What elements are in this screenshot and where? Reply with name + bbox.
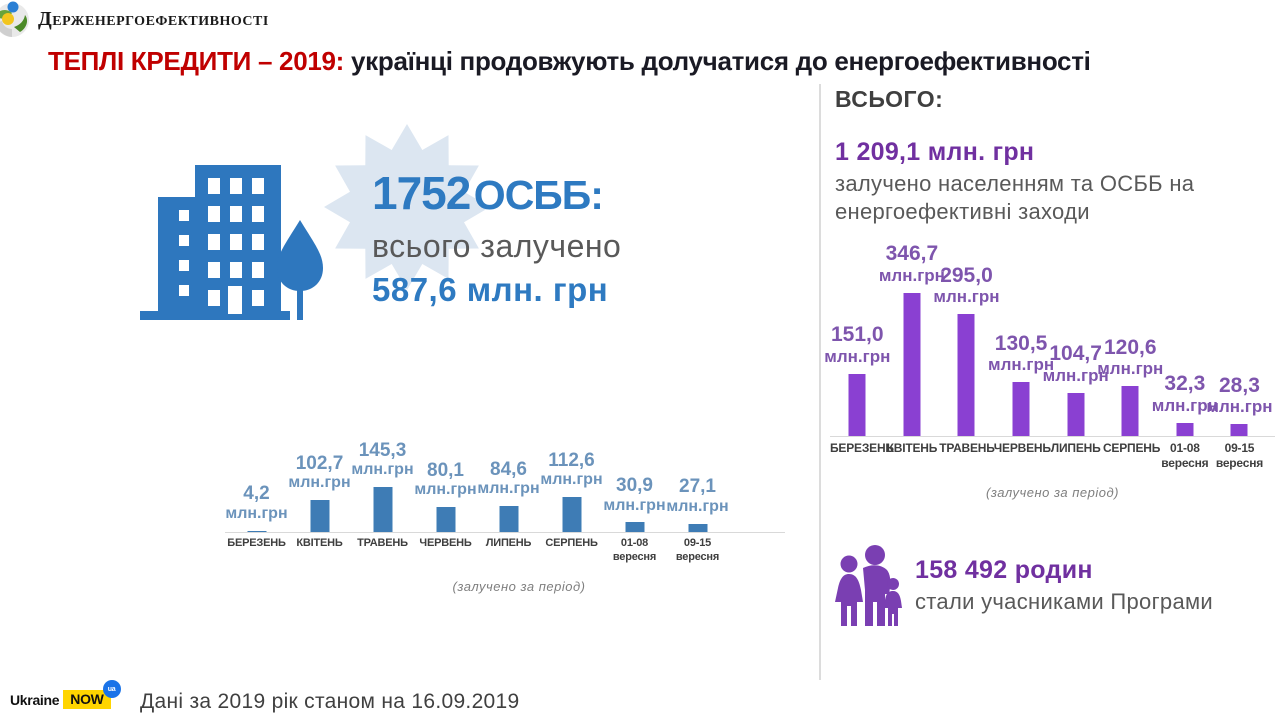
osbb-chart-axis: БЕРЕЗЕНЬ КВІТЕНЬ ТРАВЕНЬ ЧЕРВЕНЬ ЛИПЕНЬ СЕРПЕ… (225, 537, 785, 565)
ukraine-now-badge: NOW ua (63, 680, 121, 709)
osbb-count: 1752 (372, 167, 471, 219)
page-title: ТЕПЛІ КРЕДИТИ – 2019: українці продовжую… (48, 46, 1263, 77)
bar (957, 314, 975, 436)
axis-category-label: ЧЕРВЕНЬ (419, 537, 472, 549)
bar (625, 522, 644, 532)
osbb-headline: 1752 ОСББ: (372, 166, 621, 220)
axis-category-label: 01-08 вересня (612, 537, 657, 563)
bar (1012, 382, 1030, 436)
bar-cell: 28,3 млн.грн (1206, 240, 1273, 436)
bar-value-label: 84,6 млн.грн (477, 458, 540, 497)
bar-cell: 104,7 млн.грн (1043, 240, 1109, 436)
families-count: 158 492 родин (915, 556, 1093, 584)
bar-value-label: 112,6 млн.грн (540, 449, 603, 489)
bar (562, 497, 581, 532)
osbb-chart-plot: 4,2 млн.грн 102,7 млн.грн 145,3 млн.грн 80,1 мл… (225, 421, 785, 533)
bar-value-label: 27,1 млн.грн (666, 476, 729, 515)
osbb-chart-caption: (залучено за період) (452, 578, 586, 594)
bar (436, 507, 455, 532)
axis-category-label: ЧЕРВЕНЬ (993, 441, 1051, 455)
ukraine-now-ua-icon: ua (102, 680, 121, 698)
bar (1230, 424, 1248, 436)
axis-category-label: БЕРЕЗЕНЬ (227, 537, 286, 549)
total-chart-caption: (залучено за період) (986, 485, 1119, 500)
bar-value-label: 32,3 млн.грн (1151, 372, 1218, 415)
axis-category-label: СЕРПЕНЬ (545, 537, 598, 549)
axis-category-label: КВІТЕНЬ (886, 441, 938, 455)
bar-value-label: 28,3 млн.грн (1206, 373, 1273, 417)
bar-cell: 151,0 млн.грн (824, 240, 890, 436)
bar-value-label: 30,9 млн.грн (603, 475, 666, 514)
axis-category-label: 09-15 вересня (1215, 441, 1264, 470)
bar-cell: 130,5 млн.грн (988, 240, 1054, 436)
total-description: залучено населенням та ОСББ на енергоефе… (835, 171, 1195, 224)
family-icon (835, 545, 902, 626)
axis-category-label: БЕРЕЗЕНЬ (830, 441, 894, 455)
bar-value-label: 130,5 млн.грн (988, 331, 1055, 375)
ukraine-now-now: NOW (70, 691, 104, 707)
bar-cell: 102,7 млн.грн (288, 421, 351, 532)
org-logo-icon (0, 1, 29, 37)
bar-cell: 80,1 млн.грн (414, 421, 477, 532)
total-chart-plot: 151,0 млн.грн 346,7 млн.грн 295,0 млн.грн 130,… (824, 240, 1275, 437)
org-name: Держенергоефективності (38, 8, 269, 30)
bar-value-label: 80,1 млн.грн (414, 460, 477, 499)
bar (1176, 422, 1194, 436)
families-caption: стали учасниками Програми (915, 589, 1214, 614)
axis-category-label: ЛИПЕНЬ (485, 537, 532, 549)
starburst-shape (324, 124, 490, 290)
ukraine-now-logo: Ukraine NOW ua (10, 680, 121, 709)
bar-value-label: 102,7 млн.грн (288, 453, 351, 492)
bar-value-label: 151,0 млн.грн (824, 323, 891, 366)
bar-value-label: 346,7 млн.грн (878, 242, 945, 285)
total-amount: 1 209,1 млн. грн (835, 138, 1035, 166)
title-subtitle: українці продовжують долучатися до енерг… (350, 46, 1091, 76)
vertical-divider (819, 84, 821, 680)
bar (499, 505, 518, 532)
total-chart-axis: БЕРЕЗЕНЬ КВІТЕНЬ ТРАВЕНЬ ЧЕРВЕНЬ ЛИПЕНЬ СЕРПЕ… (830, 441, 1275, 471)
axis-category-label: 09-15 вересня (675, 537, 720, 563)
bar (373, 486, 392, 532)
osbb-label: ОСББ: (473, 172, 604, 218)
bar (247, 530, 266, 532)
bar-value-label: 104,7 млн.грн (1042, 342, 1109, 385)
bar-cell: 4,2 млн.грн (225, 421, 288, 532)
osbb-summary: 1752 ОСББ: всього залучено 587,6 млн. гр… (372, 166, 621, 309)
osbb-amount: 587,6 млн. грн (372, 271, 609, 308)
bar-cell: 295,0 млн.грн (933, 240, 1000, 436)
bar-cell: 30,9 млн.грн (603, 421, 666, 532)
bar (1121, 386, 1139, 436)
axis-category-label: ТРАВЕНЬ (357, 537, 408, 549)
axis-category-label: 01-08 вересня (1161, 441, 1209, 470)
bar-cell: 346,7 млн.грн (879, 240, 945, 436)
bar (688, 523, 707, 532)
bar-cell: 32,3 млн.грн (1152, 240, 1218, 436)
bar (848, 373, 866, 436)
osbb-subline: всього залучено (372, 228, 622, 264)
ukraine-now-word: Ukraine (10, 691, 60, 708)
bar-cell: 145,3 млн.грн (351, 421, 414, 532)
bar (1067, 392, 1085, 436)
axis-category-label: СЕРПЕНЬ (1102, 441, 1161, 455)
total-header: ВСЬОГО: (835, 86, 944, 112)
title-program: ТЕПЛІ КРЕДИТИ – 2019: (48, 46, 345, 76)
bar-cell: 120,6 млн.грн (1097, 240, 1163, 436)
bar-cell: 112,6 млн.грн (540, 421, 603, 532)
osbb-bar-chart: 4,2 млн.грн 102,7 млн.грн 145,3 млн.грн 80,1 мл… (225, 421, 785, 594)
data-date-note: Дані за 2019 рік станом на 16.09.2019 (140, 690, 520, 713)
bar-value-label: 295,0 млн.грн (933, 263, 1000, 307)
bar-value-label: 120,6 млн.грн (1097, 335, 1164, 379)
building-icon (140, 165, 323, 320)
total-bar-chart: 151,0 млн.грн 346,7 млн.грн 295,0 млн.грн 130,… (824, 240, 1275, 500)
axis-category-label: ЛИПЕНЬ (1050, 441, 1101, 455)
bar-value-label: 145,3 млн.грн (351, 439, 414, 479)
bar (310, 500, 329, 532)
bar (903, 293, 921, 436)
bar-cell: 27,1 млн.грн (666, 421, 729, 532)
bar-cell: 84,6 млн.грн (477, 421, 540, 532)
bar-value-label: 4,2 млн.грн (225, 483, 288, 522)
axis-category-label: КВІТЕНЬ (296, 537, 343, 549)
axis-category-label: ТРАВЕНЬ (939, 441, 995, 455)
